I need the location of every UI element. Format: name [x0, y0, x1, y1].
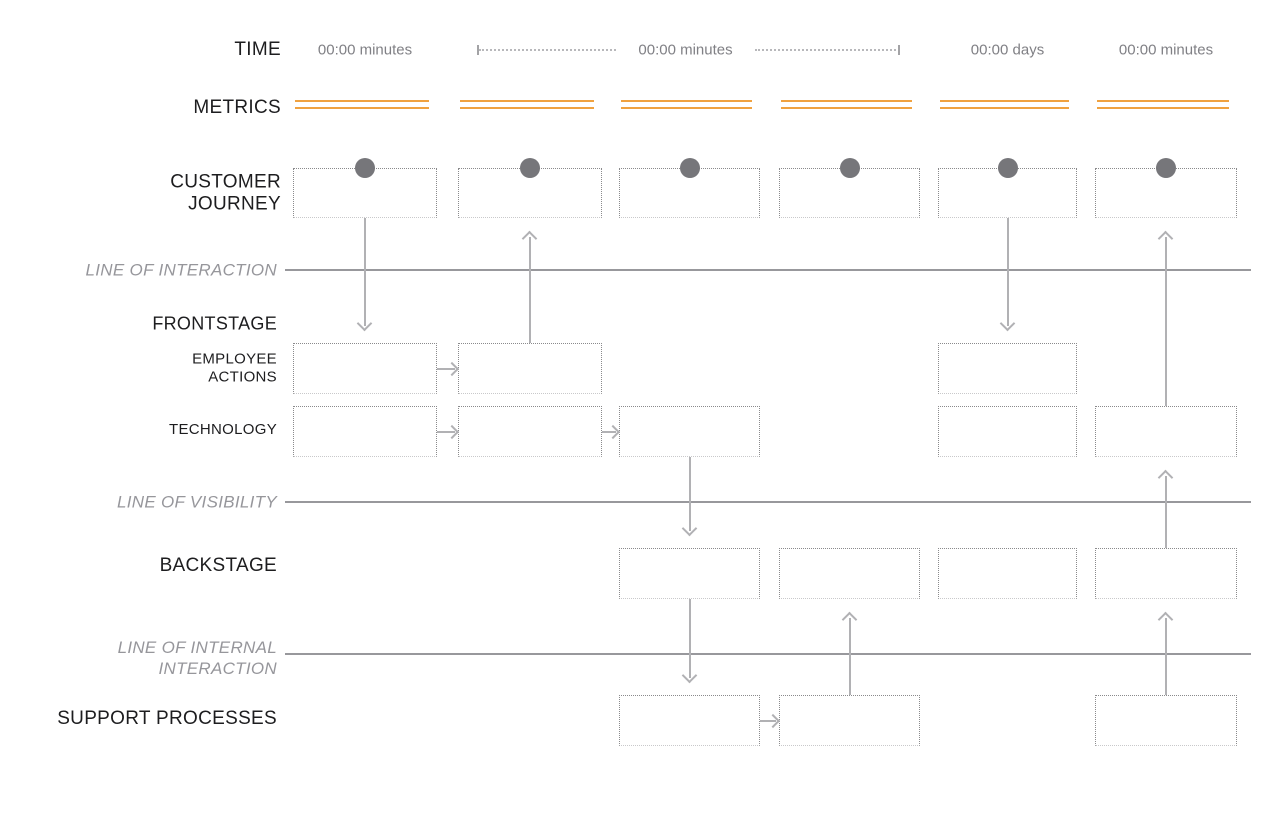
- customer-step-dot-3: [679, 158, 700, 178]
- flow-arrow-technology-to-customer-journey-col6-head: [1157, 230, 1174, 247]
- flow-arrow-employee-actions-col1-to-col2-line: [437, 367, 455, 370]
- flow-arrow-customer-journey-to-employee-actions-col5-line: [1006, 218, 1009, 326]
- backstage-box-3: [619, 548, 760, 599]
- backstage-box-6: [1095, 548, 1237, 599]
- technology-box-6: [1095, 406, 1237, 457]
- metric-lines-5: [940, 100, 1069, 109]
- flow-arrow-support-processes-to-backstage-col4-line: [848, 618, 851, 695]
- flow-arrow-customer-journey-to-employee-actions-col5-head: [999, 315, 1015, 332]
- flow-arrow-technology-to-backstage-col3-line: [688, 457, 691, 531]
- flow-arrow-technology-col1-to-col2-line: [437, 430, 455, 433]
- employee-actions-row-label: EMPLOYEE ACTIONS: [192, 350, 277, 385]
- flow-arrow-technology-col2-to-col3-line: [602, 430, 616, 433]
- employee-actions-box-5: [938, 343, 1077, 394]
- technology-box-5: [938, 406, 1077, 457]
- flow-arrow-support-processes-col3-to-col4-head: [765, 713, 781, 728]
- customer-step-dot-6: [1156, 158, 1176, 178]
- flow-arrow-backstage-to-support-processes-col3-line: [688, 599, 691, 678]
- support-processes-box-6: [1095, 695, 1237, 746]
- metric-lines-1: [295, 100, 429, 109]
- support-processes-row-label: SUPPORT PROCESSES: [57, 707, 277, 729]
- time-ruler-tick-right: [898, 45, 900, 55]
- backstage-row-label: BACKSTAGE: [159, 554, 277, 576]
- backstage-box-5: [938, 548, 1077, 599]
- technology-box-1: [293, 406, 437, 457]
- flow-arrow-employee-actions-to-customer-journey-col2-head: [521, 230, 538, 247]
- frontstage-section-label: FRONTSTAGE: [152, 313, 277, 334]
- flow-arrow-support-processes-to-backstage-col6-line: [1165, 618, 1167, 695]
- time-ruler-line-left: [479, 49, 616, 51]
- metric-lines-3: [621, 100, 752, 109]
- flow-arrow-backstage-to-support-processes-col3-head: [681, 667, 697, 684]
- line-of-internal-interaction-label: LINE OF INTERNAL INTERACTION: [117, 637, 277, 678]
- flow-arrow-support-processes-col3-to-col4-line: [760, 719, 776, 722]
- flow-arrow-technology-col2-to-col3-head: [605, 424, 621, 439]
- time-value-4: 00:00 minutes: [1118, 41, 1214, 59]
- customer-step-dot-2: [520, 158, 540, 178]
- metrics-row-label: METRICS: [193, 96, 281, 118]
- metric-lines-4: [781, 100, 912, 109]
- technology-box-2: [458, 406, 602, 457]
- line-of-visibility: [285, 501, 1251, 503]
- employee-actions-box-2: [458, 343, 602, 394]
- flow-arrow-customer-journey-to-employee-actions-col1-line: [364, 218, 366, 326]
- line-of-internal-interaction: [285, 653, 1251, 655]
- flow-arrow-employee-actions-to-customer-journey-col2-line: [529, 237, 531, 343]
- time-value-3: 00:00 days: [970, 41, 1045, 59]
- metric-lines-2: [460, 100, 594, 109]
- time-ruler-line-right: [755, 49, 896, 51]
- line-of-interaction: [285, 269, 1251, 271]
- flow-arrow-backstage-to-technology-col6-head: [1157, 469, 1174, 486]
- line-of-interaction-label: LINE OF INTERACTION: [85, 260, 277, 280]
- technology-row-label: TECHNOLOGY: [168, 421, 277, 439]
- line-of-visibility-label: LINE OF VISIBILITY: [116, 492, 277, 512]
- flow-arrow-technology-to-backstage-col3-head: [681, 520, 697, 537]
- flow-arrow-customer-journey-to-employee-actions-col1-head: [356, 315, 373, 332]
- backstage-box-4: [779, 548, 920, 599]
- time-value-2: 00:00 minutes: [638, 41, 733, 59]
- technology-box-3: [619, 406, 760, 457]
- customer-step-dot-4: [839, 158, 860, 178]
- employee-actions-box-1: [293, 343, 437, 394]
- time-row-label: TIME: [234, 38, 281, 60]
- customer-journey-row-label: CUSTOMER JOURNEY: [170, 171, 281, 215]
- customer-step-dot-1: [355, 158, 375, 178]
- flow-arrow-technology-col1-to-col2-head: [444, 424, 460, 439]
- flow-arrow-employee-actions-col1-to-col2-head: [444, 361, 460, 376]
- time-ruler-tick-left: [477, 45, 479, 55]
- metric-lines-6: [1097, 100, 1229, 109]
- flow-arrow-support-processes-to-backstage-col6-head: [1157, 611, 1174, 628]
- flow-arrow-support-processes-to-backstage-col4-head: [841, 611, 857, 628]
- time-value-1: 00:00 minutes: [317, 41, 413, 59]
- customer-step-dot-5: [997, 158, 1018, 178]
- flow-arrow-backstage-to-technology-col6-line: [1165, 476, 1167, 548]
- support-processes-box-3: [619, 695, 760, 746]
- flow-arrow-technology-to-customer-journey-col6-line: [1165, 237, 1167, 406]
- support-processes-box-4: [779, 695, 920, 746]
